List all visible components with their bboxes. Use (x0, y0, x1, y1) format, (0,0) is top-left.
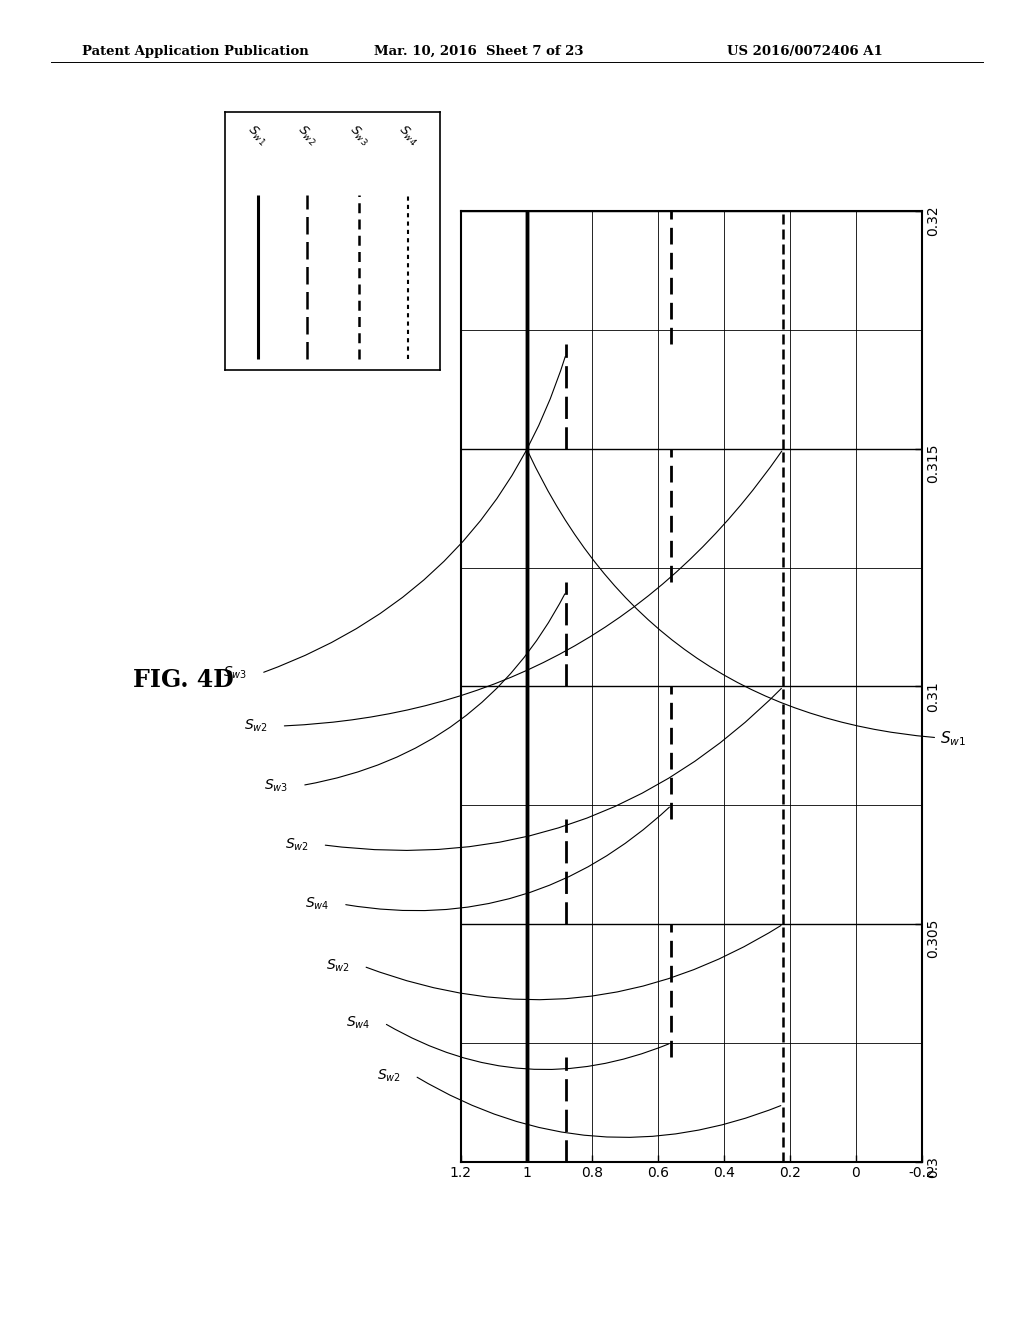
Text: $S_{w2}$: $S_{w2}$ (377, 1068, 401, 1084)
Text: US 2016/0072406 A1: US 2016/0072406 A1 (727, 45, 883, 58)
Text: $S_{w2}$: $S_{w2}$ (326, 958, 350, 974)
Text: FIG. 4D: FIG. 4D (133, 668, 233, 692)
Text: $S_{w3}$: $S_{w3}$ (223, 665, 248, 681)
Text: $S_{w3}$: $S_{w3}$ (345, 123, 372, 149)
Text: $S_{w4}$: $S_{w4}$ (395, 123, 421, 149)
Text: Patent Application Publication: Patent Application Publication (82, 45, 308, 58)
Text: $S_{w1}$: $S_{w1}$ (245, 123, 270, 149)
Text: $S_{w2}$: $S_{w2}$ (285, 837, 309, 853)
Text: $S_{w3}$: $S_{w3}$ (264, 777, 289, 793)
Text: $S_{w4}$: $S_{w4}$ (305, 896, 330, 912)
Text: $S_{w1}$: $S_{w1}$ (527, 451, 967, 748)
Text: $S_{w4}$: $S_{w4}$ (346, 1015, 371, 1031)
Text: Mar. 10, 2016  Sheet 7 of 23: Mar. 10, 2016 Sheet 7 of 23 (374, 45, 584, 58)
Text: $S_{w2}$: $S_{w2}$ (294, 123, 321, 149)
Text: $S_{w2}$: $S_{w2}$ (244, 718, 268, 734)
